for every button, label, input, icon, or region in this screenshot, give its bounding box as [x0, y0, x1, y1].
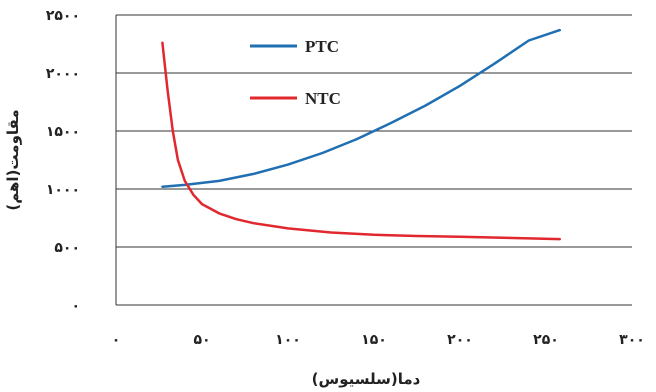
x-tick-label-100: ۱۰۰ [275, 332, 301, 348]
y-tick-label-1000: ۱۰۰۰ [46, 182, 80, 198]
x-axis-title: دما(سلسیوس) [312, 370, 421, 388]
x-axis-ticks: ۰ ۵۰ ۱۰۰ ۱۵۰ ۲۰۰ ۲۵۰ ۳۰۰ [112, 332, 645, 348]
legend-label-ntc: NTC [305, 89, 341, 108]
y-tick-label-2500: ۲۵۰۰ [46, 8, 80, 24]
x-tick-label-250: ۲۵۰ [533, 332, 559, 348]
y-tick-label-0: ۰ [71, 298, 80, 314]
x-tick-label-150: ۱۵۰ [361, 332, 387, 348]
y-tick-label-500: ۵۰۰ [54, 240, 80, 256]
legend-label-ptc: PTC [305, 37, 339, 56]
legend: PTC NTC [250, 37, 341, 108]
series-line-ptc [161, 28, 562, 188]
x-tick-label-50: ۵۰ [193, 332, 210, 348]
y-tick-label-2000: ۲۰۰۰ [46, 66, 80, 82]
y-tick-label-1500: ۱۵۰۰ [46, 124, 80, 140]
x-tick-label-200: ۲۰۰ [447, 332, 473, 348]
x-tick-label-300: ۳۰۰ [619, 332, 645, 348]
grid-lines [115, 14, 632, 306]
y-axis-ticks: ۰ ۵۰۰ ۱۰۰۰ ۱۵۰۰ ۲۰۰۰ ۲۵۰۰ [46, 8, 80, 314]
x-tick-label-0: ۰ [112, 332, 121, 348]
series-lines [161, 28, 562, 241]
series-line-ntc [161, 41, 562, 241]
y-axis-title: مقاومت(اهم) [4, 109, 22, 210]
